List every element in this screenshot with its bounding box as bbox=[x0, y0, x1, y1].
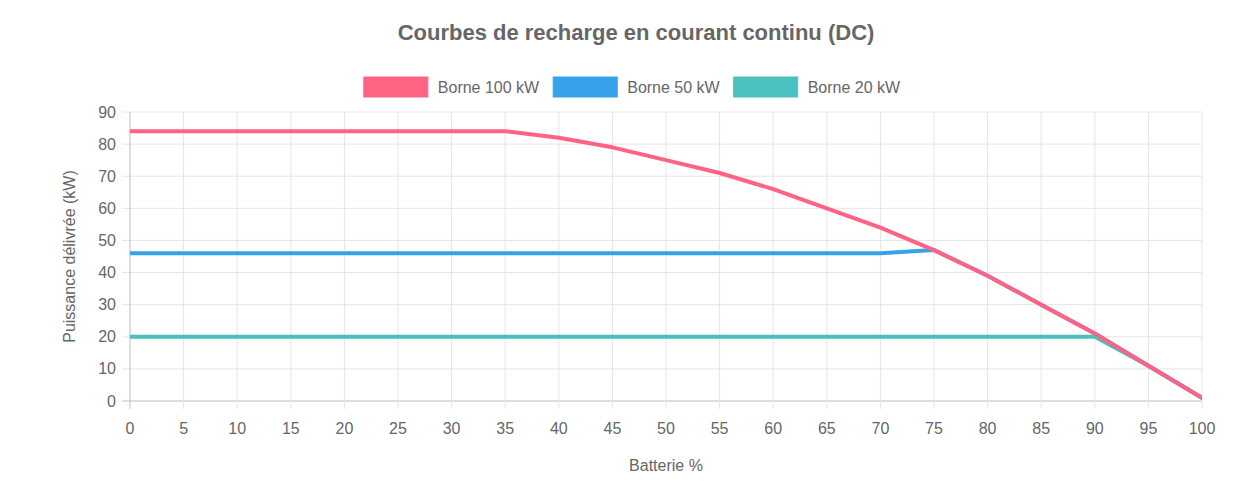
y-tick-label: 80 bbox=[98, 136, 116, 153]
x-grid-line bbox=[987, 112, 988, 409]
y-tick-label: 40 bbox=[98, 264, 116, 281]
x-grid-line bbox=[826, 112, 827, 409]
x-grid-line bbox=[1202, 112, 1203, 409]
x-tick-label: 50 bbox=[657, 420, 675, 437]
x-grid-line bbox=[183, 112, 184, 409]
chart: Courbes de recharge en courant continu (… bbox=[0, 0, 1244, 502]
y-tick-label: 50 bbox=[98, 232, 116, 249]
y-grid-line bbox=[122, 368, 1202, 369]
x-tick-label: 90 bbox=[1086, 420, 1104, 437]
x-tick-label: 95 bbox=[1140, 420, 1158, 437]
x-grid-line bbox=[1094, 112, 1095, 409]
x-tick-label: 55 bbox=[711, 420, 729, 437]
legend-label: Borne 20 kW bbox=[808, 79, 901, 96]
y-grid-line bbox=[122, 401, 1202, 402]
grid bbox=[122, 112, 1202, 409]
x-tick-label: 0 bbox=[126, 420, 135, 437]
x-tick-label: 70 bbox=[872, 420, 890, 437]
x-tick-label: 60 bbox=[764, 420, 782, 437]
x-axis-label: Batterie % bbox=[629, 457, 703, 474]
y-tick-label: 10 bbox=[98, 360, 116, 377]
title: Courbes de recharge en courant continu (… bbox=[398, 20, 875, 45]
legend-label: Borne 100 kW bbox=[438, 79, 540, 96]
x-grid-line bbox=[290, 112, 291, 409]
y-tick-label: 60 bbox=[98, 200, 116, 217]
x-grid-line bbox=[612, 112, 613, 409]
x-tick-label: 45 bbox=[604, 420, 622, 437]
x-tick-label: 100 bbox=[1189, 420, 1216, 437]
x-grid-line bbox=[130, 112, 131, 409]
y-grid-line bbox=[122, 208, 1202, 209]
x-grid-line bbox=[558, 112, 559, 409]
x-grid-line bbox=[666, 112, 667, 409]
x-tick-label: 85 bbox=[1032, 420, 1050, 437]
y-tick-label: 90 bbox=[98, 104, 116, 121]
y-grid-line bbox=[122, 272, 1202, 273]
legend-label: Borne 50 kW bbox=[627, 79, 720, 96]
x-grid-line bbox=[398, 112, 399, 409]
y-grid-line bbox=[122, 240, 1202, 241]
y-tick-label: 0 bbox=[107, 393, 116, 410]
x-grid-line bbox=[880, 112, 881, 409]
y-tick-label: 30 bbox=[98, 296, 116, 313]
series-line bbox=[130, 337, 1202, 398]
y-grid-line bbox=[122, 144, 1202, 145]
y-grid-line bbox=[122, 112, 1202, 113]
x-grid-line bbox=[451, 112, 452, 409]
series-group bbox=[130, 131, 1202, 398]
legend-swatch bbox=[734, 77, 798, 97]
x-grid-line bbox=[773, 112, 774, 409]
x-grid-line bbox=[505, 112, 506, 409]
series-line bbox=[130, 250, 1202, 398]
x-tick-label: 10 bbox=[228, 420, 246, 437]
x-grid-line bbox=[1041, 112, 1042, 409]
legend-swatch bbox=[553, 77, 617, 97]
x-tick-label: 30 bbox=[443, 420, 461, 437]
legend: Borne 100 kW Borne 50 kW Borne 20 kW bbox=[364, 77, 901, 97]
x-grid-line bbox=[237, 112, 238, 409]
x-tick-label: 25 bbox=[389, 420, 407, 437]
x-tick-label: 35 bbox=[496, 420, 514, 437]
x-tick-label: 65 bbox=[818, 420, 836, 437]
legend-swatch bbox=[364, 77, 428, 97]
x-tick-label: 15 bbox=[282, 420, 300, 437]
y-tick-label: 70 bbox=[98, 168, 116, 185]
x-grid-line bbox=[344, 112, 345, 409]
x-tick-label: 40 bbox=[550, 420, 568, 437]
series-line bbox=[130, 131, 1202, 398]
y-tick-label: 20 bbox=[98, 328, 116, 345]
y-grid-line bbox=[122, 176, 1202, 177]
y-axis-label: Puissance délivrée (kW) bbox=[61, 170, 78, 343]
x-grid-line bbox=[934, 112, 935, 409]
x-tick-label: 20 bbox=[336, 420, 354, 437]
x-tick-label: 5 bbox=[179, 420, 188, 437]
x-tick-label: 80 bbox=[979, 420, 997, 437]
x-grid-line bbox=[719, 112, 720, 409]
x-tick-label: 75 bbox=[925, 420, 943, 437]
